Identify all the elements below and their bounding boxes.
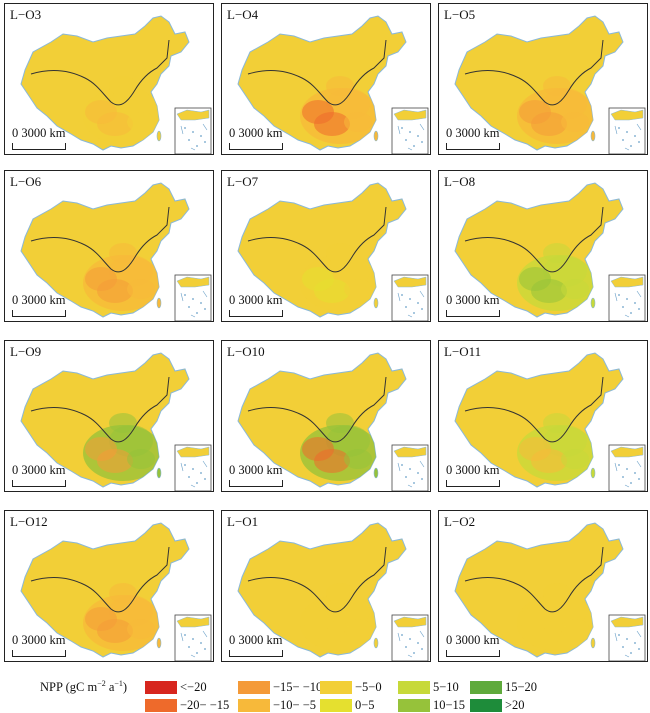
scale-bar-line	[446, 310, 500, 317]
panel-label: L−O6	[10, 174, 42, 189]
china-map	[237, 522, 429, 661]
legend-swatch	[320, 699, 352, 712]
scale-bar: 0 3000 km	[12, 126, 102, 154]
map-panel: L−O4 0 3000 km	[221, 3, 431, 155]
map-panel: L−O5 0 3000 km	[438, 3, 648, 155]
legend-swatch	[238, 699, 270, 712]
scale-bar: 0 3000 km	[229, 126, 319, 154]
scale-label: 0 3000 km	[446, 293, 500, 307]
scale-bar-line	[229, 143, 283, 150]
scale-bar-line	[12, 480, 66, 487]
scale-bar: 0 3000 km	[229, 463, 319, 491]
scale-bar-line	[446, 480, 500, 487]
scale-bar-line	[12, 310, 66, 317]
scale-bar-line	[12, 650, 66, 657]
scale-label: 0 3000 km	[229, 293, 283, 307]
legend-label: −5−0	[355, 680, 382, 694]
china-map	[20, 522, 212, 661]
scale-label: 0 3000 km	[446, 463, 500, 477]
scale-bar: 0 3000 km	[229, 293, 319, 321]
legend-swatch	[320, 681, 352, 694]
legend-label: −20− −15	[180, 698, 230, 712]
scale-label: 0 3000 km	[446, 633, 500, 647]
china-map	[237, 352, 429, 491]
china-map	[20, 352, 212, 491]
legend-label: 0−5	[355, 698, 375, 712]
legend-label: 10−15	[433, 698, 466, 712]
china-map	[454, 15, 646, 154]
map-panel: L−O2 0 3000 km	[438, 510, 648, 662]
scale-bar-line	[12, 143, 66, 150]
panel-label: L−O10	[227, 344, 265, 359]
scale-label: 0 3000 km	[229, 463, 283, 477]
scale-bar: 0 3000 km	[446, 633, 536, 661]
legend-swatch	[470, 681, 502, 694]
legend-label: −10− −5	[273, 698, 317, 712]
legend-label: <−20	[180, 680, 207, 694]
panel-label: L−O11	[444, 344, 482, 359]
scale-label: 0 3000 km	[229, 126, 283, 140]
scale-label: 0 3000 km	[446, 126, 500, 140]
panel-label: L−O12	[10, 514, 48, 529]
map-panel: L−O6 0 3000 km	[4, 170, 214, 322]
legend-swatch	[145, 699, 177, 712]
legend-title: NPP (gC m−2 a−1)	[40, 679, 128, 695]
map-panel: L−O7 0 3000 km	[221, 170, 431, 322]
npp-legend: NPP (gC m−2 a−1) <−20 −20− −15 −15− −10 …	[40, 675, 640, 712]
scale-bar-line	[229, 650, 283, 657]
panel-label: L−O8	[444, 174, 476, 189]
map-panel: L−O8 0 3000 km	[438, 170, 648, 322]
map-panel: L−O12 0 3000 km	[4, 510, 214, 662]
scale-label: 0 3000 km	[12, 633, 66, 647]
scale-bar: 0 3000 km	[446, 293, 536, 321]
panel-label: L−O1	[227, 514, 259, 529]
legend-label: −15− −10	[273, 680, 323, 694]
legend-swatch	[398, 699, 430, 712]
scale-label: 0 3000 km	[12, 126, 66, 140]
panel-label: L−O2	[444, 514, 476, 529]
scale-bar: 0 3000 km	[446, 463, 536, 491]
legend-label: >20	[505, 698, 525, 712]
legend-swatch	[470, 699, 502, 712]
legend-label: 5−10	[433, 680, 459, 694]
legend-label: 15−20	[505, 680, 538, 694]
scale-label: 0 3000 km	[229, 633, 283, 647]
china-map	[454, 182, 646, 321]
map-panel: L−O1 0 3000 km	[221, 510, 431, 662]
panel-label: L−O3	[10, 7, 42, 22]
panel-label: L−O9	[10, 344, 42, 359]
china-map	[237, 15, 429, 154]
scale-bar-line	[446, 650, 500, 657]
legend-swatch	[145, 681, 177, 694]
scale-bar: 0 3000 km	[229, 633, 319, 661]
map-panel: L−O9 0 3000 km	[4, 340, 214, 492]
scale-bar-line	[446, 143, 500, 150]
panel-label: L−O4	[227, 7, 259, 22]
legend-swatch	[398, 681, 430, 694]
map-panel: L−O3 0 3000 km	[4, 3, 214, 155]
map-panel: L−O11 0 3000 km	[438, 340, 648, 492]
scale-label: 0 3000 km	[12, 293, 66, 307]
panel-label: L−O5	[444, 7, 476, 22]
china-map	[20, 182, 212, 321]
panel-label: L−O7	[227, 174, 259, 189]
legend-swatch	[238, 681, 270, 694]
scale-bar: 0 3000 km	[446, 126, 536, 154]
scale-label: 0 3000 km	[12, 463, 66, 477]
scale-bar-line	[229, 310, 283, 317]
scale-bar: 0 3000 km	[12, 633, 102, 661]
china-map	[237, 182, 429, 321]
map-panel: L−O10 0 3000 km	[221, 340, 431, 492]
scale-bar-line	[229, 480, 283, 487]
scale-bar: 0 3000 km	[12, 463, 102, 491]
china-map	[454, 352, 646, 491]
china-map	[20, 15, 212, 154]
scale-bar: 0 3000 km	[12, 293, 102, 321]
china-map	[454, 522, 646, 661]
